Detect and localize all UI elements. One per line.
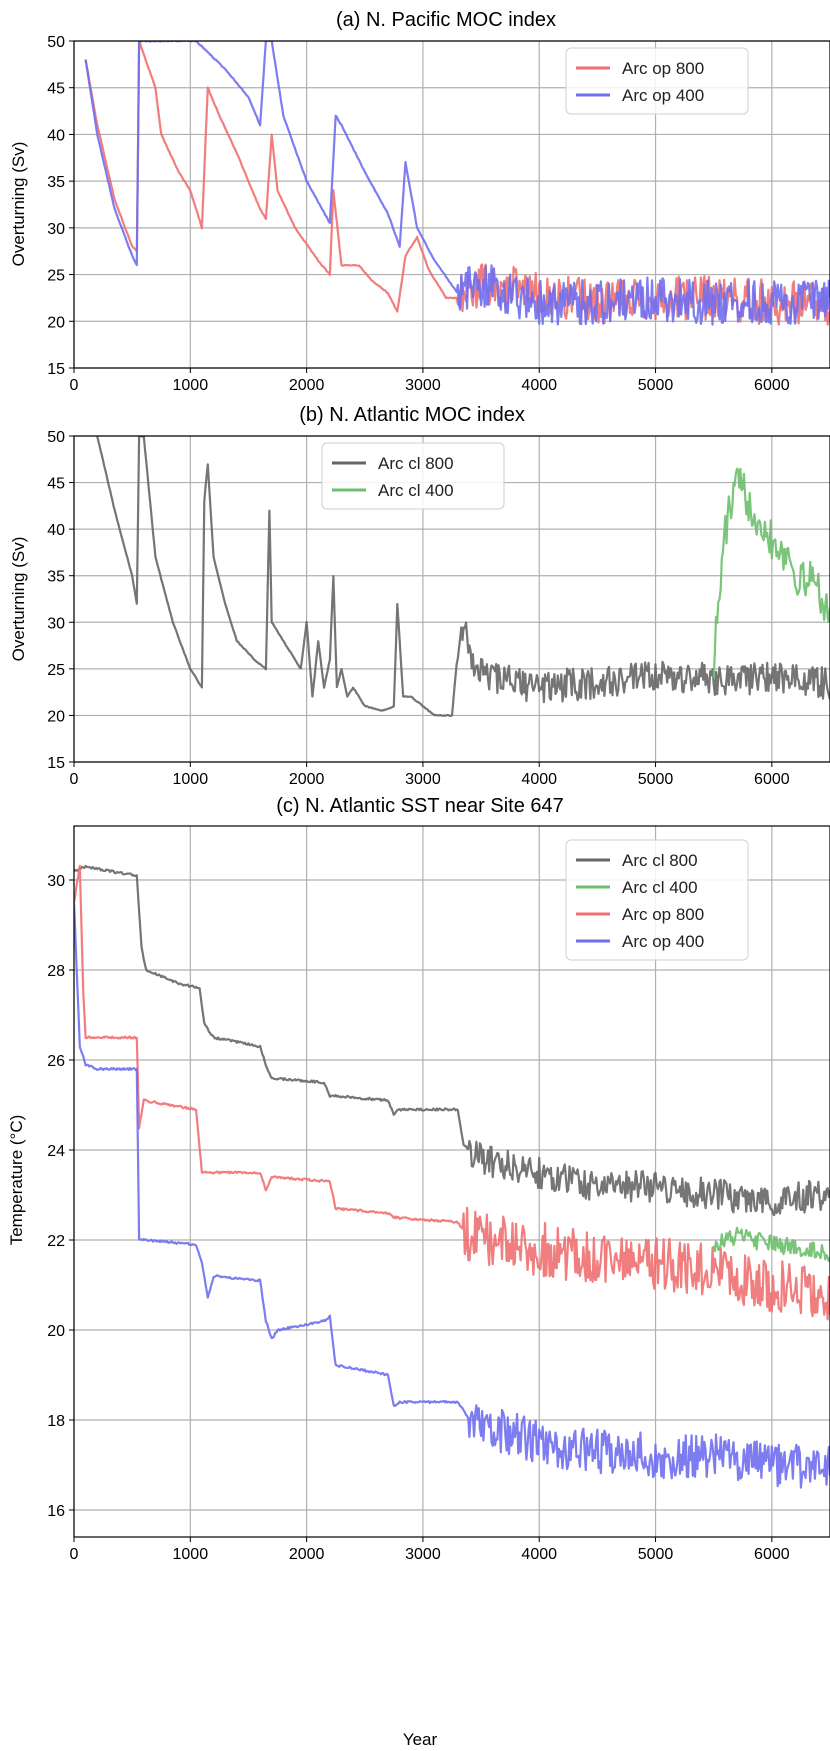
panel-c-ticks: 0 1000 2000 3000 4000 5000 6000 16 18 20 22 24 26 28 3… [47, 873, 790, 1563]
panel-c-ytick-label-20: 20 [47, 1323, 65, 1340]
panel-b-ticks: 0 1000 2000 3000 4000 5000 6000 15 20 25 30 35 40 45 5… [47, 429, 790, 788]
panel-a-series-arc-op-400 [84, 41, 830, 326]
panel-c-xtick-label-0: 0 [70, 1546, 79, 1563]
panel-b-series-arc-cl-400 [712, 467, 830, 679]
panel-c-xtick-label-3000: 3000 [405, 1546, 441, 1563]
panel-b-legend-label-arc-cl-800: Arc cl 800 [378, 454, 454, 473]
panel-a-xtick-label-5000: 5000 [638, 377, 674, 394]
panel-b-legend-box [321, 442, 505, 510]
panel-b-xtick-label-4000: 4000 [521, 771, 557, 788]
panel-c-ytick-label-22: 22 [47, 1233, 65, 1250]
panel-b-ytick-label-20: 20 [47, 708, 65, 725]
panel-b-series-arc-cl-800 [96, 436, 830, 717]
panel-c-series-arc-cl-800 [74, 864, 830, 1217]
panel-b-ytick-label-45: 45 [47, 476, 65, 493]
panel-c-legend-box [565, 839, 749, 961]
panel-c-ytick-label-24: 24 [47, 1143, 65, 1160]
panel-a-pacific-moc: (a) N. Pacific MOC index Overturning (Sv… [9, 9, 830, 394]
panel-a-xtick-label-4000: 4000 [521, 377, 557, 394]
panel-b-ytick-label-35: 35 [47, 569, 65, 586]
panel-a-ticks: 0 1000 2000 3000 4000 5000 6000 15 20 25 30 35 40 45 5… [47, 34, 790, 394]
panel-b-xtick-label-3000: 3000 [405, 771, 441, 788]
panel-c-xtick-label-4000: 4000 [521, 1546, 557, 1563]
panel-c-xtick-label-2000: 2000 [289, 1546, 325, 1563]
panel-c-legend-label-arc-cl-800: Arc cl 800 [622, 851, 698, 870]
panel-a-title: (a) N. Pacific MOC index [336, 9, 556, 31]
panel-a-legend-label-arc-op-400: Arc op 400 [622, 86, 704, 105]
panel-c-legend-label-arc-op-800: Arc op 800 [622, 905, 704, 924]
panel-a-xtick-label-3000: 3000 [405, 377, 441, 394]
panel-a-series [84, 41, 830, 326]
panel-a-xtick-label-6000: 6000 [754, 377, 790, 394]
panel-a-ytick-label-15: 15 [47, 361, 65, 378]
panel-a-ylabel: Overturning (Sv) [9, 142, 28, 267]
panel-a-ytick-label-45: 45 [47, 81, 65, 98]
panel-c-legend-label-arc-cl-400: Arc cl 400 [622, 878, 698, 897]
panel-c-xtick-label-6000: 6000 [754, 1546, 790, 1563]
panel-c-atlantic-sst: (c) N. Atlantic SST near Site 647 Temper… [7, 795, 830, 1749]
panel-b-legend-label-arc-cl-400: Arc cl 400 [378, 481, 454, 500]
panel-c-legend: Arc cl 800 Arc cl 400 Arc op 800 Arc op 400 [565, 839, 749, 961]
panel-b-xtick-label-2000: 2000 [289, 771, 325, 788]
panel-a-ytick-label-50: 50 [47, 34, 65, 51]
panel-c-ytick-label-16: 16 [47, 1503, 65, 1520]
panel-c-xlabel: Year [403, 1730, 438, 1749]
panel-b-ytick-label-40: 40 [47, 522, 65, 539]
panel-c-series-arc-op-400 [74, 902, 830, 1489]
panel-b-xtick-label-0: 0 [70, 771, 79, 788]
panel-c-ytick-label-28: 28 [47, 963, 65, 980]
panel-b-ytick-label-50: 50 [47, 429, 65, 446]
panel-a-legend-box [565, 47, 749, 115]
panel-b-atlantic-moc: (b) N. Atlantic MOC index Overturning (S… [9, 404, 830, 788]
panel-b-ytick-label-15: 15 [47, 755, 65, 772]
panel-a-ytick-label-30: 30 [47, 221, 65, 238]
panel-b-legend: Arc cl 800 Arc cl 400 [321, 442, 505, 510]
panel-c-frame [73, 825, 830, 1538]
panel-a-ytick-label-25: 25 [47, 268, 65, 285]
panel-b-series [96, 436, 830, 717]
panel-b-xtick-label-6000: 6000 [754, 771, 790, 788]
panel-c-ytick-label-26: 26 [47, 1053, 65, 1070]
panel-a-frame [73, 40, 830, 369]
panel-c-xtick-label-5000: 5000 [638, 1546, 674, 1563]
panel-a-legend: Arc op 800 Arc op 400 [565, 47, 749, 115]
panel-a-ytick-label-20: 20 [47, 314, 65, 331]
panel-c-series-arc-op-800 [74, 864, 830, 1321]
panel-b-xtick-label-1000: 1000 [173, 771, 209, 788]
panel-c-ytick-label-30: 30 [47, 873, 65, 890]
panel-a-xtick-label-1000: 1000 [173, 377, 209, 394]
panel-a-xtick-label-0: 0 [70, 377, 79, 394]
panel-b-ylabel: Overturning (Sv) [9, 537, 28, 662]
panel-a-ytick-label-40: 40 [47, 127, 65, 144]
panel-a-xtick-label-2000: 2000 [289, 377, 325, 394]
panel-b-ytick-label-30: 30 [47, 615, 65, 632]
panel-c-series [74, 864, 830, 1489]
panel-b-ytick-label-25: 25 [47, 662, 65, 679]
panel-b-frame [73, 435, 830, 763]
panel-c-series-arc-cl-400 [712, 1226, 830, 1263]
panel-a-ytick-label-35: 35 [47, 174, 65, 191]
panel-c-ylabel: Temperature (°C) [7, 1115, 26, 1246]
panel-c-xtick-label-1000: 1000 [173, 1546, 209, 1563]
panel-c-legend-label-arc-op-400: Arc op 400 [622, 932, 704, 951]
panel-b-title: (b) N. Atlantic MOC index [299, 404, 525, 426]
panel-c-ytick-label-18: 18 [47, 1413, 65, 1430]
panel-b-xtick-label-5000: 5000 [638, 771, 674, 788]
panel-c-title: (c) N. Atlantic SST near Site 647 [276, 795, 564, 817]
panel-a-legend-label-arc-op-800: Arc op 800 [622, 59, 704, 78]
